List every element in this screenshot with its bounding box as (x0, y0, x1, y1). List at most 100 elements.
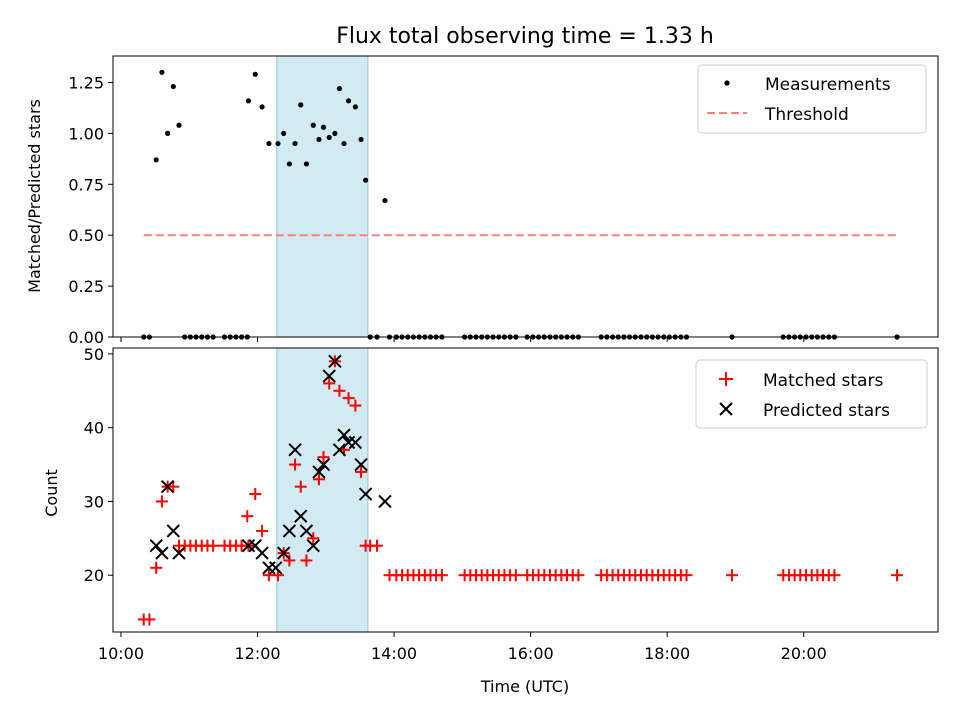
observing-window-shade (276, 347, 369, 633)
matched-star-point (680, 569, 693, 582)
measurement-point (303, 161, 310, 167)
measurement-point (326, 134, 332, 141)
top-y-tick-label: 0.50 (68, 226, 104, 245)
measurement-point (336, 85, 343, 92)
measurement-point (341, 140, 347, 147)
x-tick-label: 10:00 (98, 644, 144, 663)
observing-window-shade (276, 55, 369, 338)
measurement-point (245, 98, 252, 104)
bottom-axes-frame (112, 347, 939, 633)
legend-predicted-label: Predicted stars (763, 401, 890, 421)
predicted-star-point (149, 538, 163, 553)
predicted-star-point (172, 546, 186, 560)
x-tick-label: 14:00 (371, 644, 417, 663)
top-y-tick-label: 0.25 (68, 277, 104, 296)
predicted-star-point (328, 354, 342, 368)
legend-measurements-label: Measurements (765, 75, 891, 95)
bottom-legend: Matched stars Predicted stars (695, 359, 928, 429)
predicted-star-point (337, 428, 351, 442)
measurement-point (281, 130, 287, 136)
x-tick-label: 12:00 (234, 644, 280, 663)
matched-star-point (207, 539, 220, 552)
x-tick-label: 20:00 (781, 644, 827, 663)
top-y-tick-label: 0.75 (68, 175, 104, 194)
x-tick-label: 18:00 (644, 644, 690, 663)
bottom-y-tick-label: 40 (84, 419, 104, 438)
bottom-y-axis-label: Count (42, 469, 61, 517)
top-panel: 0.00 0.25 0.50 0.75 1.00 1.25 Matched/Predict… (25, 55, 939, 347)
matched-star-point (349, 399, 362, 412)
predicted-star-point (332, 443, 347, 457)
predicted-star-point (348, 435, 363, 450)
predicted-star-point (316, 457, 331, 472)
matched-star-point (312, 473, 325, 486)
matched-star-point (317, 451, 330, 464)
top-y-tick-label: 1.25 (68, 73, 104, 92)
bottom-x-axis-label: Time (UTC) (480, 677, 569, 696)
measurement-point (165, 130, 171, 136)
matched-star-point (726, 569, 739, 582)
matched-star-point (167, 480, 180, 493)
matched-star-point (143, 613, 156, 626)
predicted-star-point (354, 457, 368, 472)
matched-star-point (155, 495, 168, 508)
measurement-point (252, 71, 258, 77)
legend-predicted-marker (719, 402, 733, 416)
matched-star-point (355, 465, 368, 478)
predicted-star-point (166, 524, 181, 538)
matched-star-point (256, 524, 269, 537)
matched-star-point (333, 384, 346, 397)
matched-star-point (509, 569, 522, 582)
top-axes-frame (112, 55, 939, 338)
predicted-star-point (160, 479, 175, 494)
matched-star-point (323, 377, 336, 390)
predicted-star-point (294, 509, 308, 523)
figure-title: Flux total observing time = 1.33 h (336, 24, 714, 49)
predicted-star-point (276, 546, 291, 560)
top-legend: Measurements Threshold (697, 64, 927, 134)
bottom-y-tick-label: 30 (84, 492, 104, 511)
matched-star-point (342, 392, 355, 405)
legend-matched-marker (719, 372, 733, 386)
matched-star-point (283, 554, 296, 567)
measurement-point (316, 136, 322, 143)
measurement-point (266, 140, 272, 147)
predicted-star-point (358, 487, 373, 501)
measurement-point (176, 122, 182, 128)
matched-star-point (891, 569, 904, 582)
matched-star-point (241, 510, 254, 523)
matched-star-point (572, 569, 585, 582)
measurement-point (352, 104, 358, 110)
predicted-star-point (269, 561, 283, 575)
predicted-star-point (255, 546, 269, 560)
measurement-point (345, 98, 352, 104)
bottom-y-tick-label: 50 (84, 345, 104, 364)
predicted-star-point (299, 524, 314, 538)
measurement-point (298, 102, 304, 108)
measurement-point (320, 124, 327, 130)
measurement-point (332, 130, 338, 136)
predicted-star-point (312, 465, 326, 479)
predicted-star-point (322, 369, 336, 383)
measurement-point (153, 157, 159, 163)
measurement-point (382, 197, 388, 204)
top-y-axis-label: Matched/Predicted stars (25, 99, 44, 293)
matched-star-point (828, 569, 841, 582)
x-tick-label: 16:00 (508, 644, 554, 663)
measurement-point (286, 161, 292, 167)
legend-matched-label: Matched stars (763, 371, 883, 391)
predicted-star-point (306, 538, 320, 553)
measurement-point (275, 140, 281, 147)
predicted-star-point (288, 443, 302, 457)
matched-star-point (300, 554, 313, 567)
matched-star-point (307, 532, 320, 545)
measurement-point (363, 177, 369, 183)
predicted-star-point (378, 494, 392, 509)
top-y-tick-label: 0.00 (68, 328, 104, 347)
matched-star-point (371, 539, 383, 552)
matched-star-point (435, 569, 448, 582)
matched-star-point (289, 458, 302, 471)
bottom-y-tick-label: 20 (84, 566, 104, 585)
